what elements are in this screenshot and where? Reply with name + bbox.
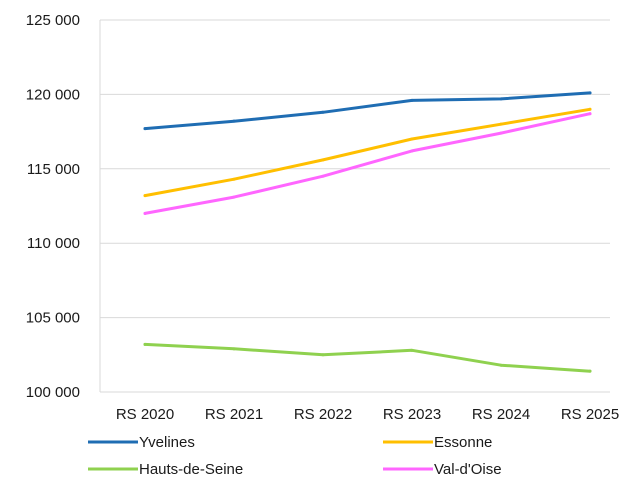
y-axis-ticks: 100 000 105 000 110 000 115 000 120 000 125 0… [26,12,80,401]
y-tick-label: 120 000 [26,86,80,103]
y-tick-label: 125 000 [26,12,80,29]
series-line-1 [143,107,592,198]
legend-label: Val-d'Oise [434,461,502,478]
data-point [499,363,503,367]
data-point [143,127,147,131]
data-point [321,110,325,114]
data-point [232,347,236,351]
x-tick-label: RS 2025 [561,406,619,423]
data-point [232,177,236,181]
data-point [143,211,147,215]
y-tick-label: 115 000 [27,161,80,178]
x-tick-label: RS 2020 [116,406,174,423]
x-tick-label: RS 2021 [205,406,263,423]
x-tick-label: RS 2024 [472,406,530,423]
y-tick-label: 105 000 [26,310,80,327]
data-point [143,342,147,346]
data-point [499,131,503,135]
legend: Yvelines Essonne Hauts-de-Seine Val-d'Oise [88,434,502,478]
data-point [410,348,414,352]
data-point [410,149,414,153]
data-point [232,195,236,199]
data-point [321,353,325,357]
x-axis-ticks: RS 2020 RS 2021 RS 2022 RS 2023 RS 2024 RS 20… [116,406,619,423]
data-point [321,158,325,162]
legend-label: Hauts-de-Seine [139,461,243,478]
data-point [499,97,503,101]
legend-label: Essonne [434,434,492,451]
data-point [588,107,592,111]
gridlines [100,19,610,393]
data-point [588,91,592,95]
data-point [232,119,236,123]
data-point [588,369,592,373]
series-lines [143,91,592,373]
series-line-3 [143,112,592,215]
data-point [321,174,325,178]
x-tick-label: RS 2022 [294,406,352,423]
series-line-0 [143,91,592,131]
data-point [410,98,414,102]
y-tick-label: 110 000 [27,235,80,252]
y-tick-label: 100 000 [26,384,80,401]
data-point [588,112,592,116]
x-tick-label: RS 2023 [383,406,441,423]
series-line-2 [143,342,592,373]
data-point [143,194,147,198]
data-point [410,137,414,141]
legend-label: Yvelines [139,434,195,451]
data-point [499,122,503,126]
